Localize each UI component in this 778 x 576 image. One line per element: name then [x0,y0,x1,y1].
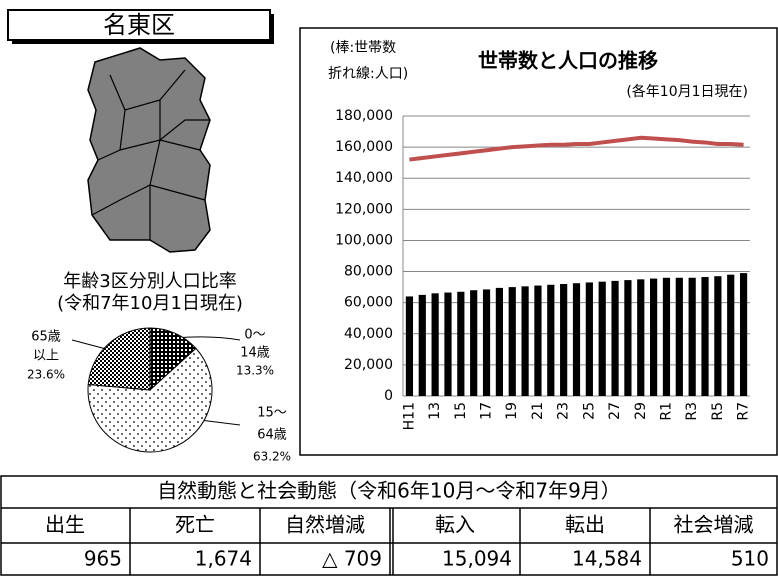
bar [637,279,645,396]
table-border [0,475,778,576]
bar [418,294,426,396]
bar [611,280,619,396]
pie-title: 年齢3区分別人口比率 [63,271,236,292]
x-tick-label: 15 [453,402,469,420]
slice-label: 15～ [257,406,287,421]
bar [547,284,555,396]
map-borders [91,69,210,240]
table-header: 出生 [45,513,85,537]
y-tick-label: 100,000 [335,232,393,248]
x-tick-label: 29 [633,402,649,420]
slice-value: 23.6% [27,368,65,382]
bar [650,278,658,396]
x-tick-label: 25 [581,402,597,420]
bar [508,287,516,396]
slice-label: 65歳 [31,330,61,345]
x-tick-label: R5 [710,402,726,421]
table-header: 社会増減 [674,513,754,537]
slice-value: 13.3% [236,364,274,378]
y-tick-label: 0 [384,388,393,404]
bar [739,273,748,396]
line [409,135,744,162]
bar [470,290,478,396]
bar [444,292,452,396]
slice-value: 63.2% [253,450,291,464]
x-tick-label: 17 [479,402,495,420]
annotation: 折れ線:人口) [328,66,408,82]
table-cell: △ 709 [322,547,382,571]
bar [572,283,581,396]
bar [624,280,632,396]
x-tick-label: H11 [401,402,417,430]
ward-name: 名東区 [103,11,175,39]
y-tick-label: 80,000 [344,264,393,280]
table-header: 死亡 [175,513,215,537]
pie-slice [87,347,213,453]
leader [199,419,241,426]
bar [521,286,529,396]
x-tick-label: 23 [556,402,572,420]
bar [457,291,465,396]
y-tick-label: 120,000 [335,201,393,217]
bar [675,277,683,396]
pie-subtitle: (令和7年10月1日現在) [57,293,243,314]
x-tick-label: 19 [504,402,520,420]
y-tick-label: 40,000 [344,326,393,342]
table-title: 自然動態と社会動態（令和6年10月～令和7年9月） [157,479,621,503]
y-tick-label: 20,000 [344,357,393,373]
name-box [7,9,271,41]
slice-label: 0～ [244,328,265,343]
bar [598,281,606,396]
table-header: 転出 [565,513,605,537]
annotation: (棒:世帯数 [330,40,396,56]
x-tick-label: 27 [607,402,623,420]
x-tick-label: 13 [427,402,443,420]
bar [495,287,503,396]
bar [662,277,671,396]
y-tick-label: 160,000 [335,139,393,155]
bar [714,276,722,396]
ward-map [87,47,211,253]
table-header: 転入 [435,513,475,537]
bar [585,282,593,396]
x-tick-label: 21 [530,402,546,420]
y-tick-label: 60,000 [344,295,393,311]
chart-subtitle: (各年10月1日現在) [626,84,748,100]
table-header: 自然増減 [285,513,365,537]
bar [688,277,696,396]
table-cell: 965 [84,547,122,571]
table-cell: 15,094 [442,547,512,571]
chart-title: 世帯数と人口の推移 [478,49,658,73]
x-tick-label: R3 [684,402,700,421]
bar [701,277,709,396]
bar [727,274,735,396]
bar [560,284,568,396]
slice-label: 14歳 [240,346,270,361]
bar [482,289,491,396]
x-tick-label: R1 [658,402,674,421]
bar [534,285,542,396]
table-cell: 1,674 [195,547,252,571]
table-cell: 14,584 [572,547,642,571]
bar [431,293,439,396]
x-tick-label: R7 [736,402,752,421]
slice-label: 以上 [33,349,59,364]
table-cell: 510 [731,547,769,571]
y-tick-label: 140,000 [335,170,393,186]
pie-slice [87,327,151,391]
slice-label: 64歳 [257,428,287,443]
y-tick-label: 180,000 [335,108,393,124]
bar [405,296,414,396]
